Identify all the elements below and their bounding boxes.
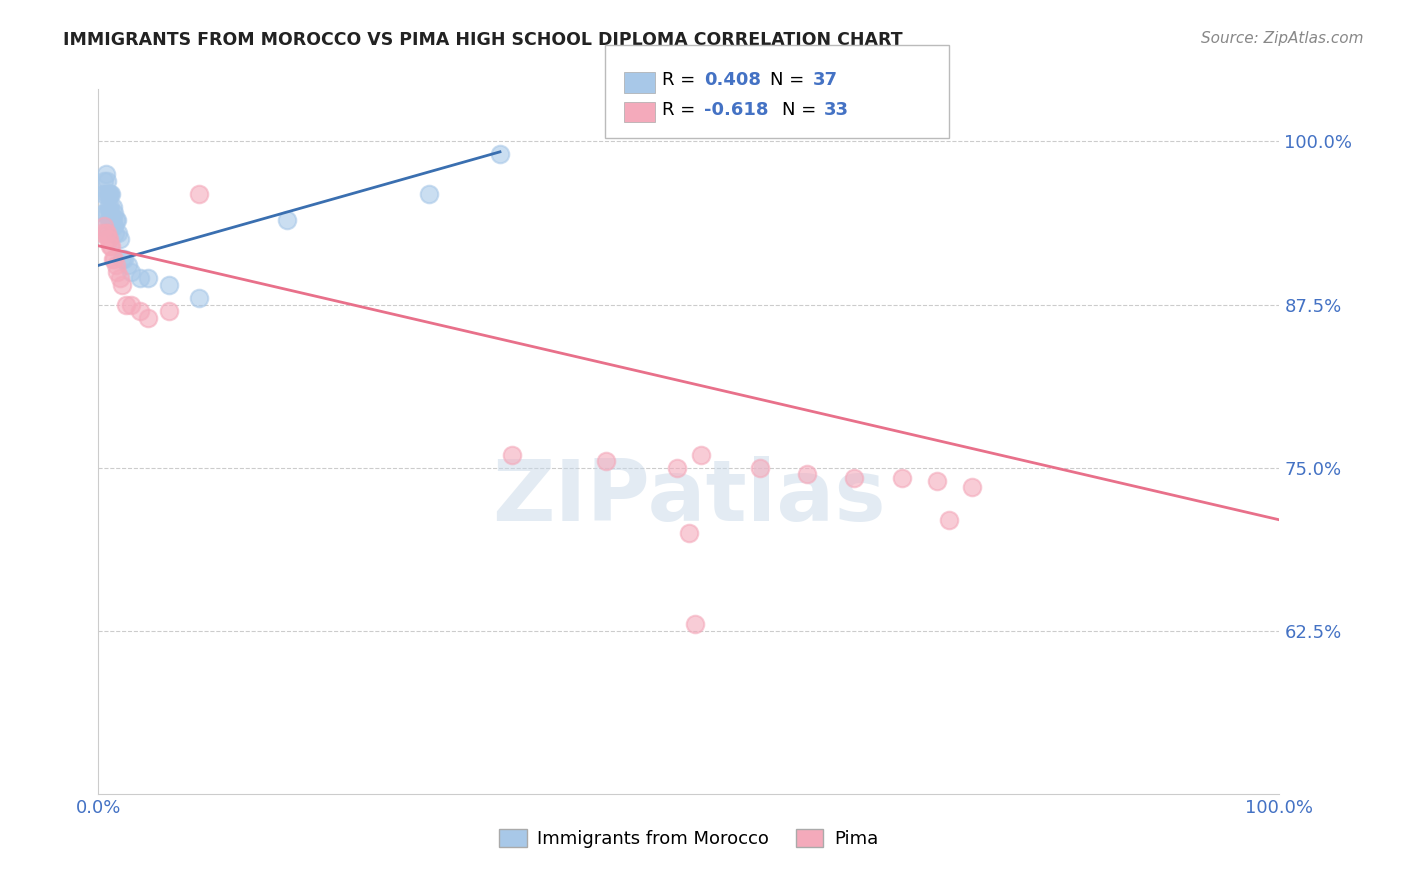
Point (103, 219, 125, 234)
Point (93, 206, 115, 220)
Point (187, 186, 209, 201)
Point (796, 467, 818, 482)
Point (128, 304, 150, 318)
Point (890, 471, 912, 485)
Point (107, 226, 129, 240)
Point (114, 297, 136, 311)
Point (98, 212, 121, 227)
Text: -0.618: -0.618 (704, 101, 769, 119)
Point (98, 206, 121, 220)
Point (157, 277, 180, 292)
Point (98, 186, 121, 201)
Point (94, 167, 117, 181)
Point (103, 252, 125, 266)
Text: IMMIGRANTS FROM MOROCCO VS PIMA HIGH SCHOOL DIPLOMA CORRELATION CHART: IMMIGRANTS FROM MOROCCO VS PIMA HIGH SCH… (63, 31, 903, 49)
Point (98, 186, 121, 201)
Point (100, 212, 122, 227)
Point (418, 186, 440, 201)
Point (683, 617, 706, 632)
Point (276, 212, 298, 227)
Point (489, 147, 512, 161)
Point (93, 219, 115, 234)
Point (104, 226, 127, 240)
Point (748, 460, 770, 475)
Text: N =: N = (770, 71, 810, 89)
Point (157, 304, 180, 318)
Point (96, 206, 118, 220)
Point (98, 200, 121, 214)
Point (91, 226, 114, 240)
Text: R =: R = (662, 71, 702, 89)
Text: 0.408: 0.408 (704, 71, 762, 89)
Point (100, 239, 122, 253)
Point (666, 460, 689, 475)
Point (962, 480, 984, 494)
Point (97, 232, 120, 246)
Text: Source: ZipAtlas.com: Source: ZipAtlas.com (1201, 31, 1364, 46)
Point (98, 232, 121, 246)
Point (91, 186, 114, 201)
Point (128, 271, 150, 285)
Point (187, 291, 209, 305)
Point (112, 252, 135, 266)
Point (111, 252, 134, 266)
Point (108, 271, 131, 285)
Point (96, 173, 118, 187)
Text: N =: N = (782, 101, 821, 119)
Point (97, 186, 120, 201)
Point (91, 219, 114, 234)
Point (595, 454, 617, 468)
Text: 37: 37 (813, 71, 838, 89)
Point (103, 206, 125, 220)
Point (117, 259, 139, 273)
Point (105, 212, 128, 227)
Point (108, 232, 131, 246)
Point (501, 448, 523, 462)
Point (689, 448, 711, 462)
Point (105, 212, 128, 227)
Text: 33: 33 (824, 101, 849, 119)
Point (678, 525, 700, 540)
Point (136, 310, 159, 325)
Point (844, 471, 866, 485)
Point (101, 252, 124, 266)
Point (96, 226, 118, 240)
Point (121, 297, 143, 311)
Point (97, 200, 120, 214)
Point (101, 212, 124, 227)
Point (938, 513, 960, 527)
Point (136, 271, 159, 285)
Legend: Immigrants from Morocco, Pima: Immigrants from Morocco, Pima (492, 822, 886, 855)
Point (105, 265, 128, 279)
Point (94, 186, 117, 201)
Point (925, 474, 948, 488)
Point (101, 200, 124, 214)
Point (94, 226, 117, 240)
Point (98, 239, 121, 253)
Point (121, 265, 143, 279)
Point (105, 259, 128, 273)
Point (93, 173, 115, 187)
Point (100, 186, 122, 201)
Text: ZIPatlas: ZIPatlas (492, 457, 886, 540)
Point (111, 277, 134, 292)
Text: R =: R = (662, 101, 702, 119)
